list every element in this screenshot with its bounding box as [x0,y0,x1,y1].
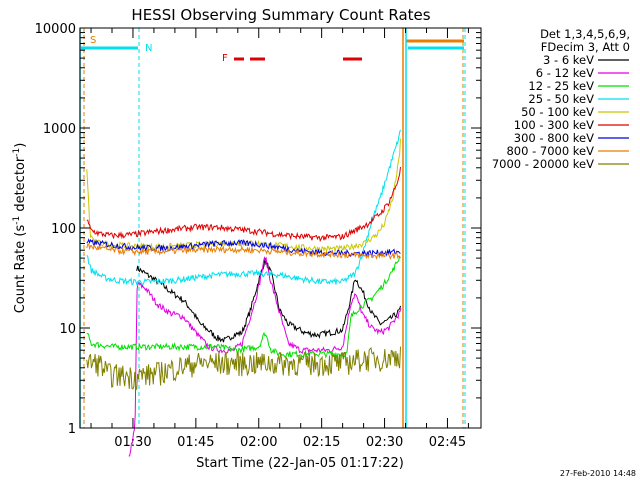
legend-label-800-7000-kev: 800 - 7000 keV [506,144,594,158]
legend-label-300-800-kev: 300 - 800 keV [514,131,594,145]
flare-flag-label: F [222,53,228,64]
y-axis-label-end: ) [13,143,28,148]
legend-label-3-6-kev: 3 - 6 keV [543,53,594,67]
x-tick-label: 02:00 [240,435,277,450]
series-line-800-7000-kev [86,243,401,260]
x-tick-label: 02:45 [429,435,466,450]
y-tick-label: 1 [68,422,76,437]
x-tick-label: 01:30 [114,435,151,450]
series-line-100-300-kev [86,166,401,242]
y-tick-label: 10000 [35,22,76,37]
plot-timestamp: 27-Feb-2010 14:48 [560,469,636,478]
legend-header-line-1: Det 1,3,4,5,6,9, [540,27,630,41]
y-tick-label: 100 [51,222,76,237]
series-line-300-800-kev [86,238,401,258]
y-tick-label: 10 [59,322,76,337]
axes: 01:30 01:45 02:00 02:15 02:30 02:45 1 10 100 1000… [35,22,481,450]
legend-label-50-100-kev: 50 - 100 keV [521,105,594,119]
legend-label-6-12-kev: 6 - 12 keV [536,66,594,80]
legend-label-7000-20000-kev: 7000 - 20000 keV [492,157,594,171]
x-axis-label: Start Time (22-Jan-05 01:17:22) [196,456,404,471]
saa-flag-label: S [90,35,96,46]
y-axis-label-main: Count Rate (s [13,225,28,314]
y-axis-label-sup2: -1 [12,148,22,157]
legend-label-25-50-kev: 25 - 50 keV [528,92,594,106]
series-layer [86,129,402,457]
series-line-12-25-kev [86,255,401,359]
x-tick-label: 01:45 [177,435,214,450]
x-tick-label: 02:15 [303,435,340,450]
legend-header-line-2: FDecim 3, Att 0 [541,40,630,54]
series-line-6-12-kev [128,255,402,457]
y-axis-label-mid: detector [13,156,28,216]
x-tick-label: 02:30 [366,435,403,450]
series-line-25-50-kev [86,129,401,286]
y-tick-label: 1000 [43,122,76,137]
legend: Det 1,3,4,5,6,9, FDecim 3, Att 0 3 - 6 k… [492,27,630,171]
series-line-7000-20000-kev [86,346,401,391]
legend-label-12-25-kev: 12 - 25 keV [528,79,594,93]
chart-title: HESSI Observing Summary Count Rates [131,6,430,24]
legend-label-100-300-kev: 100 - 300 keV [514,118,594,132]
night-flag-label: N [145,43,152,54]
y-axis-label: Count Rate (s-1 detector-1) [12,143,28,314]
y-axis-label-sup1: -1 [12,216,22,225]
